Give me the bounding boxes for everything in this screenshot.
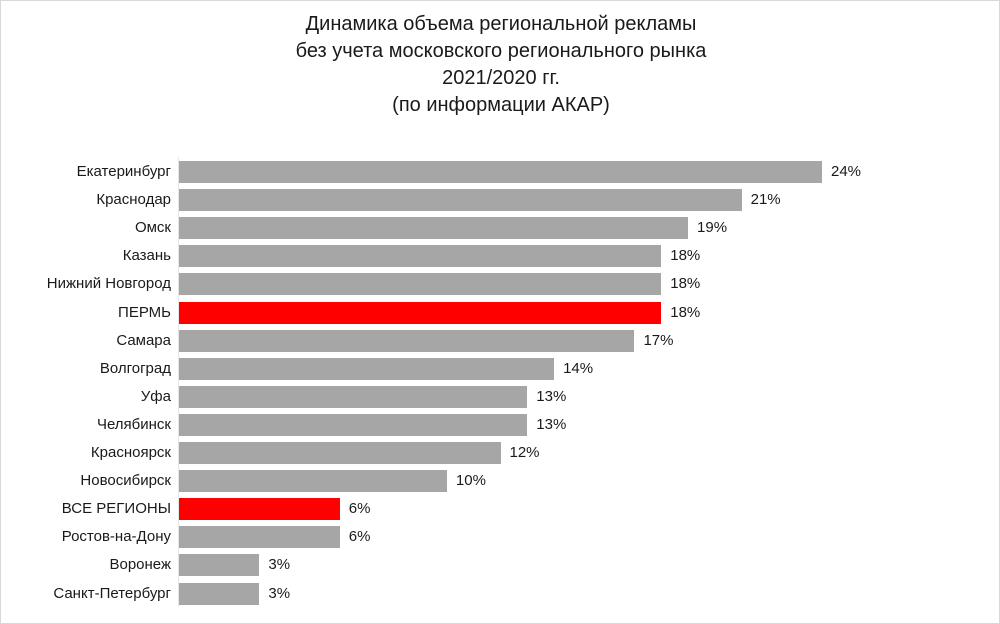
bar-row: ПЕРМЬ 18% xyxy=(1,301,1000,324)
value-label: 6% xyxy=(348,500,371,518)
bar xyxy=(179,526,340,549)
bar xyxy=(179,498,340,521)
bar xyxy=(179,245,662,268)
bar-row: Красноярск 12% xyxy=(1,442,1000,464)
bar xyxy=(179,554,260,577)
category-label: ПЕРМЬ xyxy=(118,303,171,321)
category-axis-line xyxy=(178,157,179,607)
category-label: Челябинск xyxy=(96,415,171,433)
bar xyxy=(179,582,260,605)
value-label: 13% xyxy=(536,415,567,433)
category-label: Казань xyxy=(122,247,171,265)
bar xyxy=(179,357,555,380)
category-label: Нижний Новгород xyxy=(46,275,171,293)
value-label: 24% xyxy=(831,163,862,180)
bar-row: Омск 19% xyxy=(1,217,1000,240)
category-label: Ростов-на-Дону xyxy=(61,528,171,546)
chart-title: Динамика объема региональной рекламы без… xyxy=(1,11,1000,119)
bar-row: Новосибирск 10% xyxy=(1,470,1000,493)
value-label: 10% xyxy=(455,472,486,490)
bar-row: Ростов-на-Дону 6% xyxy=(1,526,1000,549)
category-label: Самара xyxy=(116,331,171,349)
chart-title-line-3: 2021/2020 гг. xyxy=(442,67,560,89)
value-label: 13% xyxy=(536,387,567,405)
bar-row: Краснодар 21% xyxy=(1,189,1000,212)
value-label: 17% xyxy=(643,331,674,349)
bar xyxy=(179,217,689,240)
bar-row: Уфа 13% xyxy=(1,385,1000,408)
category-label: Волгоград xyxy=(99,359,171,377)
bar xyxy=(179,413,528,436)
bar-row: Казань 18% xyxy=(1,245,1000,268)
category-label: Новосибирск xyxy=(80,472,171,490)
value-label: 21% xyxy=(750,191,781,209)
value-label: 18% xyxy=(670,275,701,293)
category-label: Санкт-Петербург xyxy=(53,584,171,602)
bar xyxy=(179,301,662,324)
bar xyxy=(179,161,822,183)
value-label: 12% xyxy=(509,444,540,461)
value-label: 18% xyxy=(670,303,701,321)
category-label: Уфа xyxy=(140,387,171,405)
value-label: 3% xyxy=(268,556,291,574)
bar xyxy=(179,329,635,352)
value-label: 3% xyxy=(268,584,291,602)
bar-row: Самара 17% xyxy=(1,329,1000,352)
category-label: ВСЕ РЕГИОНЫ xyxy=(61,500,171,518)
chart-title-line-1: Динамика объема региональной рекламы xyxy=(305,13,697,35)
bar-row: Санкт-Петербург 3% xyxy=(1,582,1000,605)
chart-title-line-4: (по информации АКАР) xyxy=(392,94,610,116)
bar-row: Волгоград 14% xyxy=(1,357,1000,380)
bar-row: Нижний Новгород 18% xyxy=(1,273,1000,296)
category-label: Красноярск xyxy=(90,444,171,461)
bar xyxy=(179,470,447,493)
chart-title-line-2: без учета московского регионального рынк… xyxy=(295,40,707,62)
category-label: Краснодар xyxy=(96,191,171,209)
bar xyxy=(179,442,501,464)
bar xyxy=(179,189,742,212)
bar-row: Екатеринбург 24% xyxy=(1,161,1000,183)
bar xyxy=(179,385,528,408)
category-label: Омск xyxy=(134,219,171,237)
category-label: Екатеринбург xyxy=(76,163,171,180)
bar xyxy=(179,273,662,296)
bar-row: ВСЕ РЕГИОНЫ 6% xyxy=(1,498,1000,521)
value-label: 6% xyxy=(348,528,371,546)
value-label: 19% xyxy=(697,219,728,237)
value-label: 18% xyxy=(670,247,701,265)
value-label: 14% xyxy=(563,359,594,377)
bar-row: Воронеж 3% xyxy=(1,554,1000,577)
bar-row: Челябинск 13% xyxy=(1,413,1000,436)
category-label: Воронеж xyxy=(109,556,171,574)
